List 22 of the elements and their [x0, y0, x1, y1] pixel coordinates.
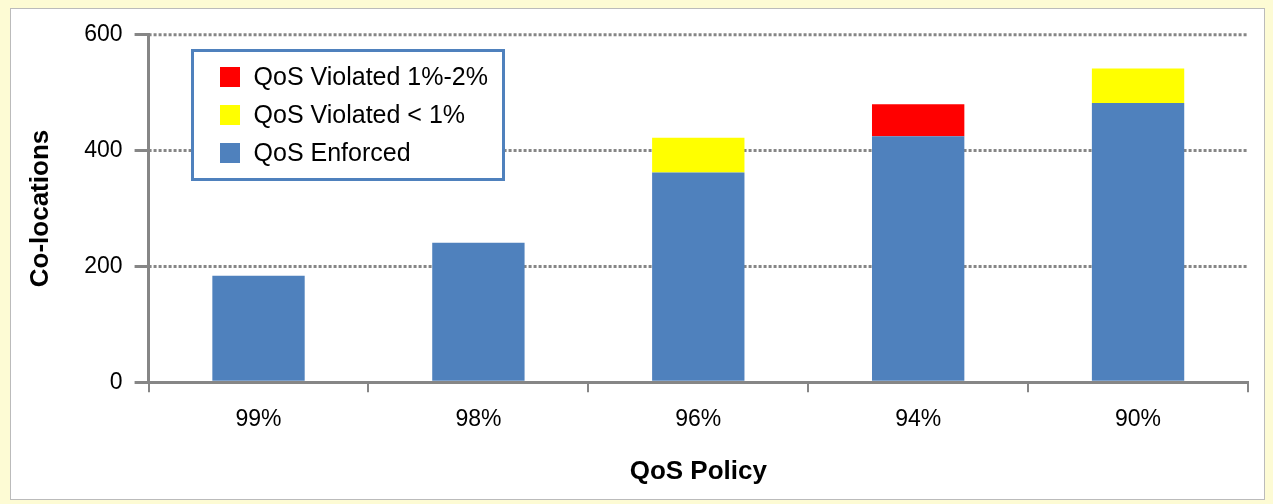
bar [652, 172, 745, 381]
legend-label: QoS Violated < 1% [253, 100, 466, 130]
y-axis-title: Co-locations [23, 129, 54, 288]
legend-label: QoS Enforced [253, 138, 411, 168]
x-tick-label: 99% [235, 405, 282, 432]
bar [652, 137, 745, 173]
x-tick-label: 98% [455, 405, 502, 432]
y-tick-label: 400 [84, 135, 123, 162]
legend-label: QoS Violated 1%-2% [253, 62, 488, 92]
bar [872, 104, 965, 137]
y-tick-label: 600 [84, 20, 123, 47]
bar [1091, 103, 1185, 381]
bar [432, 242, 525, 381]
x-tick-label: 96% [675, 405, 722, 432]
x-axis-title: QoS Policy [629, 454, 768, 485]
x-tick-label: 94% [895, 405, 942, 432]
y-tick-label: 200 [84, 251, 123, 278]
bar [1091, 68, 1185, 104]
bar [872, 136, 965, 381]
bar [212, 275, 305, 381]
y-tick-label: 0 [109, 367, 123, 394]
x-tick-label: 90% [1115, 405, 1162, 432]
